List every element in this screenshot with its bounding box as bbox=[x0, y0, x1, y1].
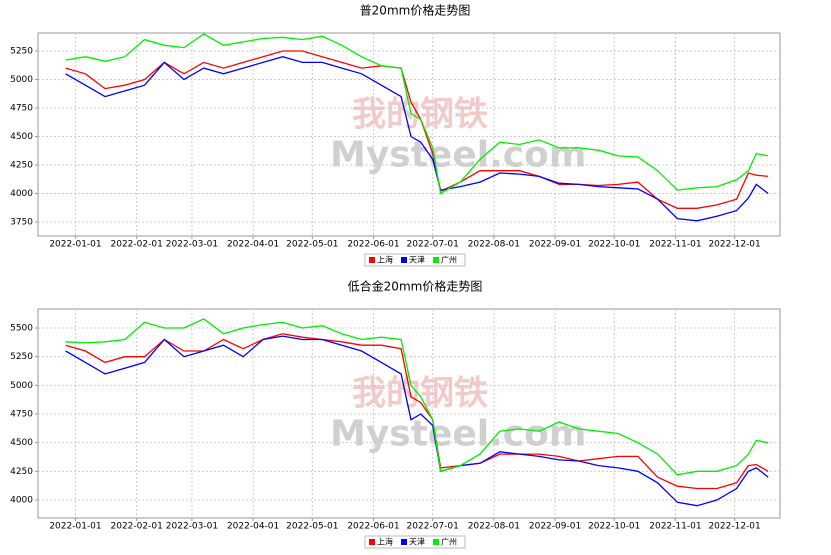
x-tick-label: 2022-01-01 bbox=[49, 522, 101, 532]
legend-label: 上海 bbox=[377, 255, 393, 265]
y-tick-label: 4750 bbox=[10, 103, 33, 113]
x-tick-label: 2022-03-01 bbox=[166, 240, 218, 250]
y-tick-label: 4250 bbox=[10, 160, 33, 170]
legend-swatch bbox=[369, 257, 375, 263]
legend-swatch bbox=[401, 539, 407, 545]
x-tick-label: 2022-01-01 bbox=[49, 240, 101, 250]
legend-label: 广州 bbox=[441, 537, 457, 547]
y-tick-label: 5250 bbox=[10, 47, 33, 57]
x-tick-label: 2022-04-01 bbox=[227, 522, 279, 532]
legend-label: 天津 bbox=[409, 537, 425, 547]
x-tick-label: 2022-11-01 bbox=[649, 240, 701, 250]
legend-label: 广州 bbox=[441, 255, 457, 265]
legend-label: 上海 bbox=[377, 537, 393, 547]
x-tick-label: 2022-06-01 bbox=[347, 240, 399, 250]
watermark-en: Mysteel.com bbox=[330, 135, 586, 176]
x-tick-label: 2022-07-01 bbox=[407, 522, 459, 532]
legend-swatch bbox=[433, 257, 439, 263]
y-tick-label: 5250 bbox=[10, 352, 33, 362]
series-line bbox=[65, 56, 769, 222]
x-tick-label: 2022-03-01 bbox=[166, 522, 218, 532]
x-tick-label: 2022-08-01 bbox=[468, 240, 520, 250]
y-tick-label: 3750 bbox=[10, 217, 33, 227]
chart-title: 低合金20mm价格走势图 bbox=[348, 279, 483, 294]
y-tick-label: 4000 bbox=[10, 496, 33, 506]
watermark-en: Mysteel.com bbox=[330, 414, 586, 455]
watermark-cn: 我的钢铁 bbox=[352, 374, 488, 414]
x-tick-label: 2022-09-01 bbox=[529, 522, 581, 532]
y-tick-label: 5000 bbox=[10, 75, 33, 85]
x-tick-label: 2022-04-01 bbox=[227, 240, 279, 250]
x-tick-label: 2022-05-01 bbox=[286, 522, 338, 532]
x-tick-label: 2022-07-01 bbox=[407, 240, 459, 250]
x-tick-label: 2022-08-01 bbox=[468, 522, 520, 532]
x-tick-label: 2022-02-01 bbox=[111, 240, 163, 250]
series-line bbox=[65, 318, 769, 476]
x-tick-label: 2022-11-01 bbox=[649, 522, 701, 532]
y-tick-label: 4500 bbox=[10, 438, 33, 448]
chart-title: 普20mm价格走势图 bbox=[360, 3, 471, 18]
series-line bbox=[65, 33, 769, 195]
legend-box bbox=[364, 253, 466, 267]
y-tick-label: 4250 bbox=[10, 467, 33, 477]
watermark-cn: 我的钢铁 bbox=[352, 95, 488, 135]
y-tick-label: 5500 bbox=[10, 324, 33, 334]
legend-swatch bbox=[369, 539, 375, 545]
legend-box bbox=[364, 535, 466, 549]
y-tick-label: 4000 bbox=[10, 189, 33, 199]
y-tick-label: 5000 bbox=[10, 381, 33, 391]
legend-label: 天津 bbox=[409, 255, 425, 265]
series-line bbox=[65, 335, 769, 507]
series-line bbox=[65, 333, 769, 490]
x-tick-label: 2022-10-01 bbox=[588, 240, 640, 250]
x-tick-label: 2022-06-01 bbox=[347, 522, 399, 532]
plot-area bbox=[37, 32, 781, 237]
x-tick-label: 2022-10-01 bbox=[588, 522, 640, 532]
x-tick-label: 2022-05-01 bbox=[286, 240, 338, 250]
y-tick-label: 4750 bbox=[10, 410, 33, 420]
x-tick-label: 2022-12-01 bbox=[708, 522, 760, 532]
x-tick-label: 2022-02-01 bbox=[111, 522, 163, 532]
series-line bbox=[65, 50, 769, 209]
legend-swatch bbox=[401, 257, 407, 263]
x-tick-label: 2022-09-01 bbox=[529, 240, 581, 250]
x-tick-label: 2022-12-01 bbox=[708, 240, 760, 250]
legend-swatch bbox=[433, 539, 439, 545]
y-tick-label: 4500 bbox=[10, 132, 33, 142]
